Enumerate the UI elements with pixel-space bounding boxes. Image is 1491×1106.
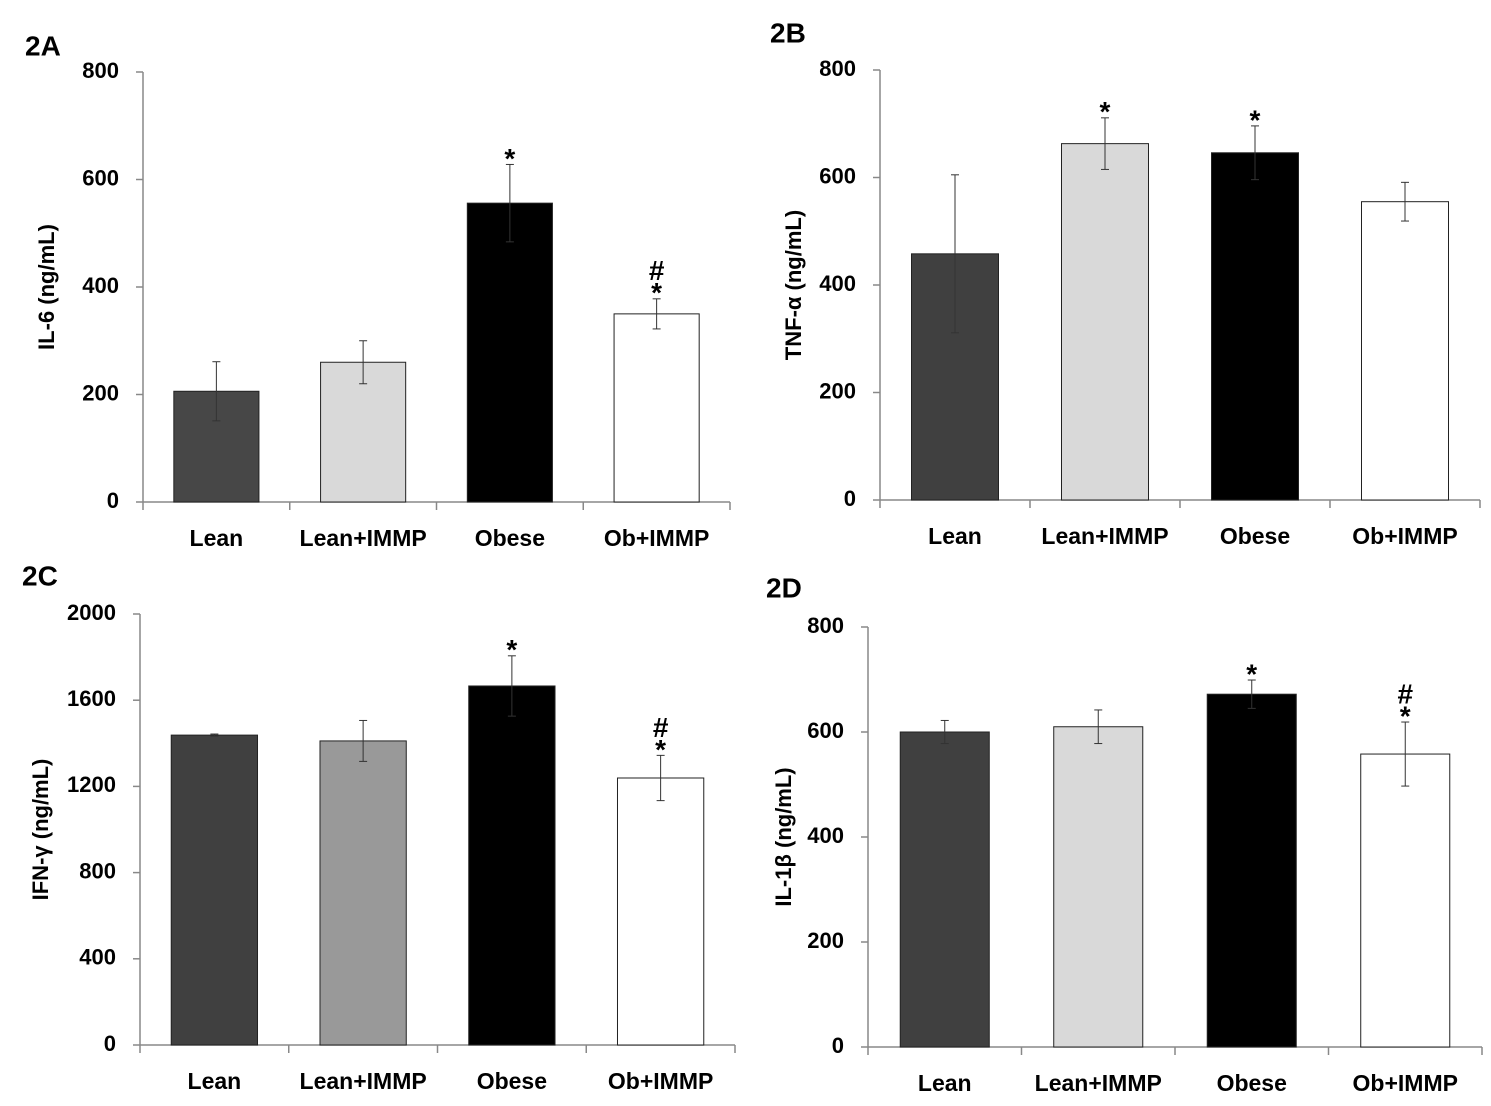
- y-tick-label: 400: [79, 945, 116, 970]
- y-tick-label: 0: [107, 488, 119, 513]
- y-tick-label: 1200: [67, 772, 116, 797]
- y-tick-label: 800: [819, 56, 856, 81]
- x-tick-label: Obese: [1217, 1070, 1287, 1096]
- y-axis-label: IFN-γ (ng/mL): [28, 759, 53, 901]
- x-tick-label: Ob+IMMP: [608, 1068, 713, 1094]
- bar: [320, 361, 407, 503]
- y-axis-label: IL-1β (ng/mL): [771, 767, 796, 906]
- significance-mark: #: [649, 255, 665, 286]
- y-tick-label: 0: [832, 1033, 844, 1058]
- bar: [466, 202, 553, 503]
- significance-mark: *: [1400, 700, 1411, 731]
- bar: [170, 734, 259, 1046]
- y-tick-label: 600: [807, 718, 844, 743]
- y-tick-label: 400: [819, 271, 856, 296]
- x-tick-label: Obese: [477, 1068, 547, 1094]
- bar: [1061, 143, 1149, 501]
- x-tick-label: Ob+IMMP: [1353, 1070, 1458, 1096]
- bar: [616, 777, 705, 1046]
- bar: [1211, 152, 1299, 501]
- y-tick-label: 2000: [67, 600, 116, 625]
- bar: [899, 731, 990, 1048]
- x-tick-label: Lean: [918, 1070, 972, 1096]
- y-tick-label: 400: [807, 823, 844, 848]
- x-tick-label: Lean: [928, 523, 982, 549]
- bar: [1361, 201, 1449, 501]
- y-tick-label: 400: [82, 273, 119, 298]
- panel-title: 2B: [770, 17, 806, 48]
- x-tick-label: Ob+IMMP: [604, 525, 709, 551]
- significance-mark: #: [1397, 678, 1413, 709]
- y-axis-label: IL-6 (ng/mL): [34, 224, 59, 350]
- significance-mark: *: [504, 143, 515, 174]
- x-tick-label: Obese: [475, 525, 545, 551]
- panel-title: 2A: [25, 30, 61, 61]
- y-tick-label: 200: [82, 380, 119, 405]
- significance-mark: *: [655, 734, 666, 765]
- y-tick-label: 600: [82, 165, 119, 190]
- y-tick-label: 200: [819, 378, 856, 403]
- y-tick-label: 800: [82, 58, 119, 83]
- x-tick-label: Ob+IMMP: [1352, 523, 1457, 549]
- x-tick-label: Lean+IMMP: [300, 1068, 427, 1094]
- significance-mark: *: [506, 634, 517, 665]
- x-tick-label: Lean+IMMP: [1041, 523, 1168, 549]
- y-tick-label: 1600: [67, 686, 116, 711]
- bar: [613, 313, 700, 503]
- y-tick-label: 0: [844, 486, 856, 511]
- bar: [319, 740, 407, 1046]
- y-tick-label: 800: [807, 613, 844, 638]
- significance-mark: #: [653, 712, 669, 743]
- y-tick-label: 600: [819, 163, 856, 188]
- panel-title: 2C: [22, 560, 58, 591]
- y-tick-label: 800: [79, 858, 116, 883]
- x-tick-label: Lean: [190, 525, 244, 551]
- bar: [1360, 753, 1451, 1048]
- bar: [468, 685, 556, 1046]
- panel-title: 2D: [766, 572, 802, 603]
- x-tick-label: Lean+IMMP: [300, 525, 427, 551]
- x-tick-label: Obese: [1220, 523, 1290, 549]
- y-tick-label: 200: [807, 928, 844, 953]
- y-axis-label: TNF-α (ng/mL): [781, 210, 806, 360]
- bar: [1206, 693, 1297, 1048]
- x-tick-label: Lean: [188, 1068, 242, 1094]
- significance-mark: *: [1250, 104, 1261, 135]
- x-tick-label: Lean+IMMP: [1035, 1070, 1162, 1096]
- significance-mark: *: [651, 277, 662, 308]
- significance-mark: *: [1100, 96, 1111, 127]
- bar: [1053, 726, 1144, 1048]
- significance-mark: *: [1246, 658, 1257, 689]
- y-tick-label: 0: [104, 1031, 116, 1056]
